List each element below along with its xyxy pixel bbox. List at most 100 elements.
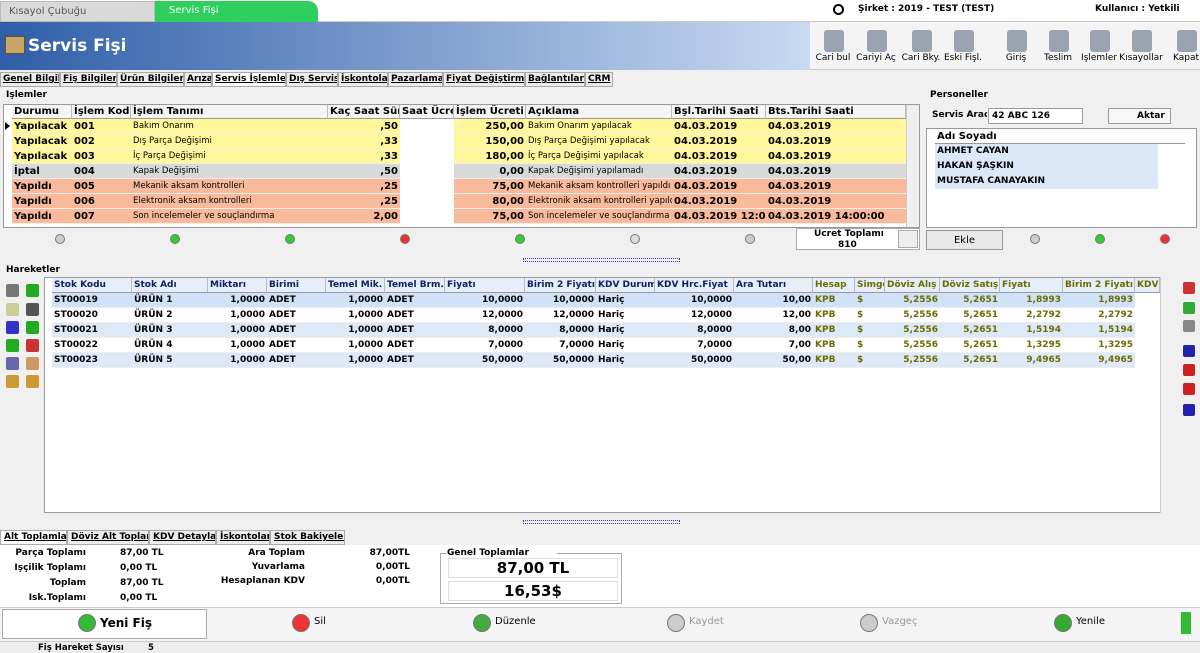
toolbar-button[interactable]: Cari bul — [815, 53, 851, 63]
icon — [1181, 612, 1191, 634]
nav-tab[interactable]: Servis İşlemleri — [212, 72, 286, 87]
nav-tab[interactable]: CRM — [585, 72, 613, 87]
column-header: Temel Mik. — [326, 278, 385, 293]
cell: $ — [855, 338, 885, 353]
toolbar-button[interactable]: İşlemler — [1081, 53, 1117, 63]
cell: Son incelemeler ve souçlandırma yapıldı — [526, 209, 672, 224]
cell: 12,0000 — [445, 308, 525, 323]
totals-panel — [0, 545, 1200, 607]
cell: 7,0000 — [445, 338, 525, 353]
action-button[interactable]: Yenile — [1076, 616, 1105, 627]
icon — [292, 614, 310, 632]
column-header: KDV Hrc.Fiyat — [655, 278, 734, 293]
total-label: Toplam — [49, 578, 86, 588]
vehicle-select[interactable]: 42 ABC 126 — [988, 108, 1083, 124]
scrollbar — [906, 105, 919, 227]
nav-tab[interactable]: Ürün Bilgileri — [117, 72, 184, 87]
action-button[interactable]: Düzenle — [495, 616, 536, 627]
cell: KPB — [813, 353, 855, 368]
action-button[interactable]: Sil — [314, 616, 326, 627]
column-header: Kaç Saat Sürdü — [328, 105, 400, 119]
nav-tab[interactable]: Bağlantılar — [525, 72, 585, 87]
total-value: 810 — [838, 240, 857, 250]
column-header: Birim 2 Fiyatı — [525, 278, 596, 293]
tab[interactable]: İskontolar — [216, 530, 270, 545]
button[interactable]: Ekle — [926, 230, 1003, 250]
toolbar-button[interactable]: Cariyi Aç — [856, 53, 896, 63]
icon — [1095, 234, 1105, 244]
cell: 2,2792 — [1063, 308, 1135, 323]
tab[interactable]: Kısayol Çubuğu — [0, 1, 155, 22]
cell: Dış Parça Değişimi — [131, 134, 328, 149]
column-header: Temel Brm. — [385, 278, 445, 293]
cell: 150,00 — [454, 134, 526, 149]
tab[interactable]: KDV Detayları — [149, 530, 216, 545]
nav-tab[interactable]: İskontolar — [338, 72, 388, 87]
cell: 04.03.2019 12:00:00 — [672, 209, 766, 224]
cell: 12,00 — [734, 308, 813, 323]
cell: 50,0000 — [655, 353, 734, 368]
toolbar-button[interactable]: Eski Fişl. — [943, 53, 983, 63]
cell: HAKAN ŞAŞKIN — [935, 159, 1158, 174]
nav-tab[interactable]: Pazarlama — [388, 72, 443, 87]
nav-tab[interactable]: Arıza — [184, 72, 212, 87]
cell: 1,5194 — [1063, 323, 1135, 338]
column-header: İşlem Tanımı — [131, 105, 328, 119]
column-header: Simge — [855, 278, 885, 293]
total-value: 87,00 TL — [120, 548, 164, 558]
icon — [473, 614, 491, 632]
icon — [26, 321, 39, 334]
icon — [6, 284, 19, 297]
action-button[interactable]: Kaydet — [689, 616, 724, 627]
cell: $ — [855, 293, 885, 308]
total-label: İşçilik Toplamı — [14, 563, 86, 573]
total-value: 0,00 TL — [120, 563, 158, 573]
button[interactable]: Aktar — [1108, 108, 1171, 124]
toolbar-button[interactable]: Cari Bky. — [901, 53, 941, 63]
cell: Yapıldı — [12, 194, 72, 209]
cell: 250,00 — [454, 119, 526, 134]
toolbar-button[interactable]: Kısayollar — [1119, 53, 1163, 63]
cell: Yapıldı — [12, 179, 72, 194]
tab[interactable]: Alt Toplamlar — [0, 530, 67, 545]
icon — [400, 234, 410, 244]
nav-tab[interactable]: Dış Servis — [286, 72, 338, 87]
tab[interactable]: Stok Bakiyeleri — [270, 530, 345, 545]
cell: 04.03.2019 — [672, 119, 766, 134]
total-value: 87,00 TL — [120, 578, 164, 588]
nav-tab[interactable]: Fiş Bilgileri — [60, 72, 117, 87]
tab[interactable]: Servis Fişi — [155, 1, 318, 22]
nav-tab[interactable]: Fiyat Değiştirme — [443, 72, 525, 87]
app-icon — [5, 36, 25, 54]
cell: KPB — [813, 338, 855, 353]
cell: 004 — [72, 164, 131, 179]
cell: 180,00 — [454, 149, 526, 164]
cell: 1,0000 — [326, 293, 385, 308]
splitter — [523, 258, 680, 262]
cell: Kapak Değişimi — [131, 164, 328, 179]
cell: Mekanik aksam kontrolleri — [131, 179, 328, 194]
cell: Yapılacak — [12, 149, 72, 164]
toolbar-button[interactable]: Teslim — [1044, 53, 1072, 63]
cell: 0,00 — [454, 164, 526, 179]
cell: AHMET CAYAN — [935, 144, 1158, 159]
column-header: Döviz Alış — [885, 278, 940, 293]
toolbar-icon — [954, 30, 974, 52]
cell: 5,2651 — [940, 323, 1000, 338]
cell: 1,3295 — [1000, 338, 1063, 353]
cell: ST00021 — [52, 323, 132, 338]
toolbar-button[interactable]: Giriş — [1005, 53, 1027, 63]
tab[interactable]: Döviz Alt Toplam — [67, 530, 149, 545]
action-button[interactable]: Yeni Fiş — [100, 616, 153, 630]
nav-tab[interactable]: Genel Bilgiler — [0, 72, 60, 87]
action-button[interactable]: Vazgeç — [882, 616, 918, 627]
cell: ,25 — [328, 179, 400, 194]
cell: 04.03.2019 — [672, 194, 766, 209]
column-header: KDV Durumu — [596, 278, 655, 293]
total-label: Ücret Toplamı — [814, 229, 884, 239]
cell: 1,0000 — [326, 338, 385, 353]
toolbar-icon — [1177, 30, 1197, 52]
toolbar-button[interactable]: Kapat — [1172, 53, 1199, 63]
cell: $ — [855, 308, 885, 323]
